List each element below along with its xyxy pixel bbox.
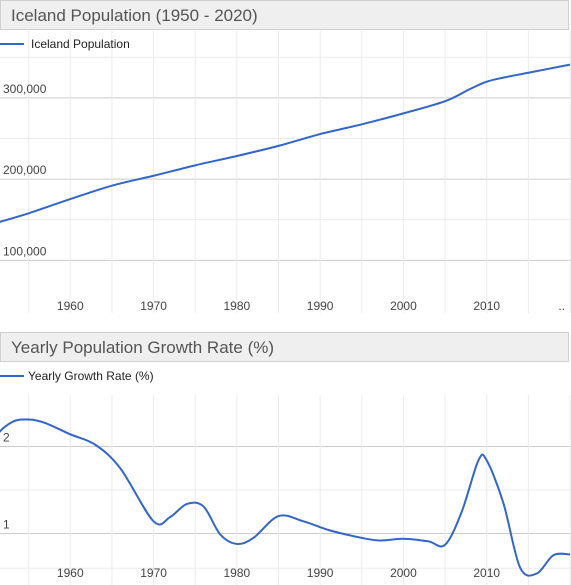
growth-rate-chart-title: Yearly Population Growth Rate (%) [0, 332, 569, 362]
population-chart-title: Iceland Population (1950 - 2020) [0, 0, 569, 30]
x-tick-label: 1980 [224, 566, 251, 580]
x-tick-label: 1990 [307, 299, 334, 313]
legend-label: Iceland Population [31, 37, 130, 51]
series-line [0, 418, 571, 577]
legend: Yearly Growth Rate (%) [0, 369, 154, 383]
y-tick-label: 200,000 [3, 163, 47, 177]
y-tick-label: 300,000 [3, 82, 47, 96]
x-tick-label: 1980 [224, 299, 251, 313]
x-tick-label: 1990 [307, 566, 334, 580]
gridlines [0, 395, 571, 585]
x-tick-label: .. [558, 299, 565, 313]
growth-rate-chart: 1 2 1960 1970 1980 1990 2000 2010 Yearly Growth … [0, 369, 571, 585]
x-tick-label: 2000 [390, 299, 417, 313]
population-chart-panel: Iceland Population (1950 - 2020) 100,000… [0, 0, 571, 313]
gridlines [0, 31, 571, 313]
legend: Iceland Population [0, 37, 130, 51]
x-tick-label: 1960 [57, 566, 84, 580]
y-tick-label: 2 [3, 431, 10, 445]
x-tick-label: 2010 [473, 566, 500, 580]
growth-rate-chart-panel: Yearly Population Growth Rate (%) 1 2 1960… [0, 332, 571, 585]
population-chart: 100,000 200,000 300,000 1960 1970 1980 1990 200… [0, 31, 571, 313]
x-tick-label: 1970 [140, 566, 167, 580]
y-tick-label: 1 [3, 518, 10, 532]
series-line [0, 63, 571, 223]
y-tick-label: 100,000 [3, 244, 47, 258]
x-tick-label: 2000 [390, 566, 417, 580]
x-tick-label: 2010 [473, 299, 500, 313]
legend-label: Yearly Growth Rate (%) [28, 369, 154, 383]
x-tick-label: 1970 [140, 299, 167, 313]
x-tick-label: 1960 [57, 299, 84, 313]
